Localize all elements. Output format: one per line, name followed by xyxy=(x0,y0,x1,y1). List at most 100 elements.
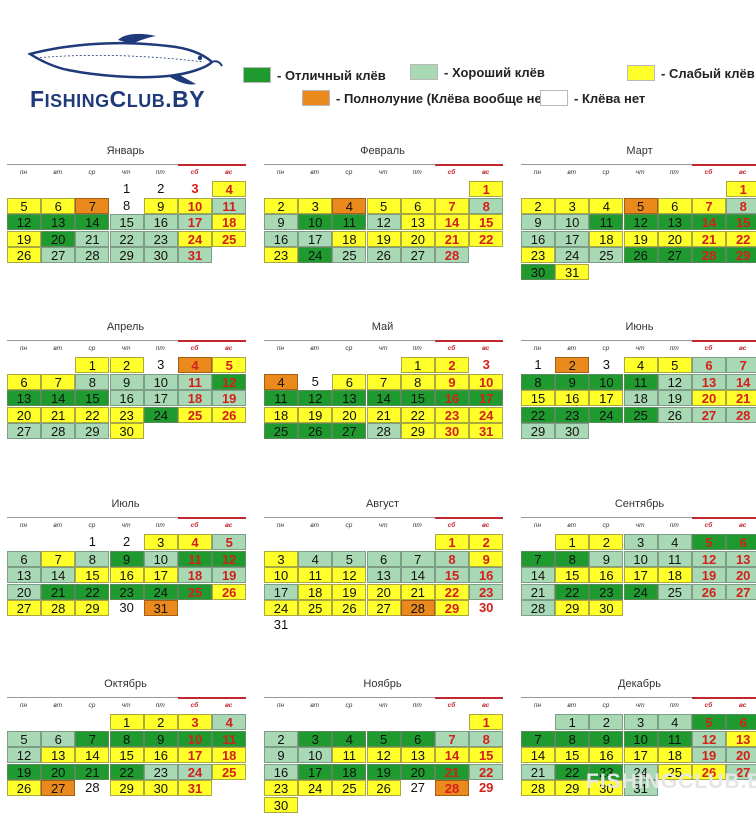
day-cell[interactable]: 6 xyxy=(41,730,76,747)
day-cell[interactable]: 22 xyxy=(435,583,469,600)
day-cell[interactable]: 2 xyxy=(589,714,624,730)
day-cell[interactable]: 27 xyxy=(726,583,756,600)
day-cell[interactable]: 27 xyxy=(332,423,367,440)
day-cell[interactable]: 24 xyxy=(178,230,212,247)
day-cell[interactable]: 5 xyxy=(623,197,658,214)
day-cell[interactable]: 29 xyxy=(109,247,144,264)
day-cell[interactable]: 29 xyxy=(555,600,590,617)
day-cell[interactable]: 13 xyxy=(726,550,756,567)
day-cell[interactable]: 2 xyxy=(122,534,131,549)
day-cell[interactable]: 20 xyxy=(41,230,76,247)
day-cell[interactable]: 15 xyxy=(469,747,504,764)
day-cell[interactable]: 13 xyxy=(41,214,76,231)
day-cell[interactable]: 23 xyxy=(469,583,504,600)
day-cell[interactable]: 26 xyxy=(212,583,247,600)
day-cell[interactable]: 1 xyxy=(75,357,110,373)
day-cell[interactable]: 7 xyxy=(435,197,469,214)
day-cell[interactable]: 10 xyxy=(555,214,590,231)
day-cell[interactable]: 12 xyxy=(692,550,726,567)
day-cell[interactable]: 6 xyxy=(7,550,41,567)
day-cell[interactable]: 14 xyxy=(726,373,756,390)
day-cell[interactable]: 23 xyxy=(109,406,144,423)
day-cell[interactable]: 1 xyxy=(435,534,469,550)
day-cell[interactable]: 24 xyxy=(298,247,333,264)
day-cell[interactable]: 9 xyxy=(589,730,624,747)
day-cell[interactable]: 31 xyxy=(469,423,504,440)
day-cell[interactable]: 21 xyxy=(435,230,469,247)
day-cell[interactable]: 4 xyxy=(178,357,212,373)
day-cell[interactable]: 22 xyxy=(555,583,590,600)
day-cell[interactable]: 25 xyxy=(589,247,624,264)
day-cell[interactable]: 9 xyxy=(264,214,298,231)
day-cell[interactable]: 25 xyxy=(212,763,247,780)
day-cell[interactable]: 7 xyxy=(75,730,110,747)
day-cell[interactable]: 12 xyxy=(332,567,367,584)
day-cell[interactable]: 9 xyxy=(109,373,144,390)
day-cell[interactable]: 9 xyxy=(435,373,469,390)
day-cell[interactable]: 14 xyxy=(75,214,110,231)
day-cell[interactable]: 21 xyxy=(521,583,555,600)
day-cell[interactable]: 8 xyxy=(469,730,504,747)
day-cell[interactable]: 11 xyxy=(178,550,212,567)
day-cell[interactable]: 16 xyxy=(521,230,555,247)
day-cell[interactable]: 13 xyxy=(7,390,41,407)
day-cell[interactable]: 1 xyxy=(555,714,590,730)
day-cell[interactable]: 8 xyxy=(555,550,590,567)
day-cell[interactable]: 4 xyxy=(332,730,367,747)
day-cell[interactable]: 6 xyxy=(7,373,41,390)
day-cell[interactable]: 26 xyxy=(332,600,367,617)
day-cell[interactable]: 5 xyxy=(311,373,319,389)
day-cell[interactable]: 12 xyxy=(692,730,726,747)
day-cell[interactable]: 18 xyxy=(178,390,212,407)
day-cell[interactable]: 6 xyxy=(657,197,692,214)
day-cell[interactable]: 10 xyxy=(143,550,178,567)
day-cell[interactable]: 19 xyxy=(366,230,401,247)
day-cell[interactable]: 7 xyxy=(41,550,76,567)
day-cell[interactable]: 14 xyxy=(435,214,469,231)
day-cell[interactable]: 8 xyxy=(75,550,110,567)
day-cell[interactable]: 7 xyxy=(435,730,469,747)
day-cell[interactable]: 2 xyxy=(109,357,144,373)
day-cell[interactable]: 26 xyxy=(657,406,692,423)
day-cell[interactable]: 22 xyxy=(400,406,435,423)
day-cell[interactable]: 11 xyxy=(657,550,692,567)
day-cell[interactable]: 29 xyxy=(478,780,494,796)
day-cell[interactable]: 5 xyxy=(366,730,401,747)
day-cell[interactable]: 16 xyxy=(435,390,469,407)
day-cell[interactable]: 6 xyxy=(400,197,435,214)
day-cell[interactable]: 2 xyxy=(264,730,298,747)
day-cell[interactable]: 25 xyxy=(264,423,298,440)
day-cell[interactable]: 12 xyxy=(7,747,41,764)
day-cell[interactable]: 22 xyxy=(75,583,110,600)
day-cell[interactable]: 7 xyxy=(75,197,110,214)
day-cell[interactable]: 11 xyxy=(298,567,333,584)
day-cell[interactable]: 9 xyxy=(143,197,178,214)
day-cell[interactable]: 18 xyxy=(298,583,333,600)
day-cell[interactable]: 15 xyxy=(75,567,110,584)
day-cell[interactable]: 15 xyxy=(109,214,144,231)
day-cell[interactable]: 6 xyxy=(332,373,367,390)
day-cell[interactable]: 1 xyxy=(555,534,590,550)
day-cell[interactable]: 21 xyxy=(400,583,435,600)
day-cell[interactable]: 13 xyxy=(400,214,435,231)
day-cell[interactable]: 26 xyxy=(212,406,247,423)
day-cell[interactable]: 13 xyxy=(692,373,726,390)
day-cell[interactable]: 15 xyxy=(555,747,590,764)
day-cell[interactable]: 8 xyxy=(469,197,504,214)
day-cell[interactable]: 4 xyxy=(212,714,247,730)
day-cell[interactable]: 26 xyxy=(7,247,41,264)
day-cell[interactable]: 21 xyxy=(692,230,726,247)
day-cell[interactable]: 9 xyxy=(264,747,298,764)
day-cell[interactable]: 12 xyxy=(366,747,401,764)
day-cell[interactable]: 20 xyxy=(7,583,41,600)
day-cell[interactable]: 22 xyxy=(469,230,504,247)
day-cell[interactable]: 29 xyxy=(726,247,756,264)
day-cell[interactable]: 11 xyxy=(212,197,247,214)
day-cell[interactable]: 5 xyxy=(692,714,726,730)
day-cell[interactable]: 3 xyxy=(623,534,658,550)
day-cell[interactable]: 8 xyxy=(400,373,435,390)
day-cell[interactable]: 3 xyxy=(298,730,333,747)
day-cell[interactable]: 16 xyxy=(143,214,178,231)
day-cell[interactable]: 5 xyxy=(366,197,401,214)
day-cell[interactable]: 10 xyxy=(178,730,212,747)
